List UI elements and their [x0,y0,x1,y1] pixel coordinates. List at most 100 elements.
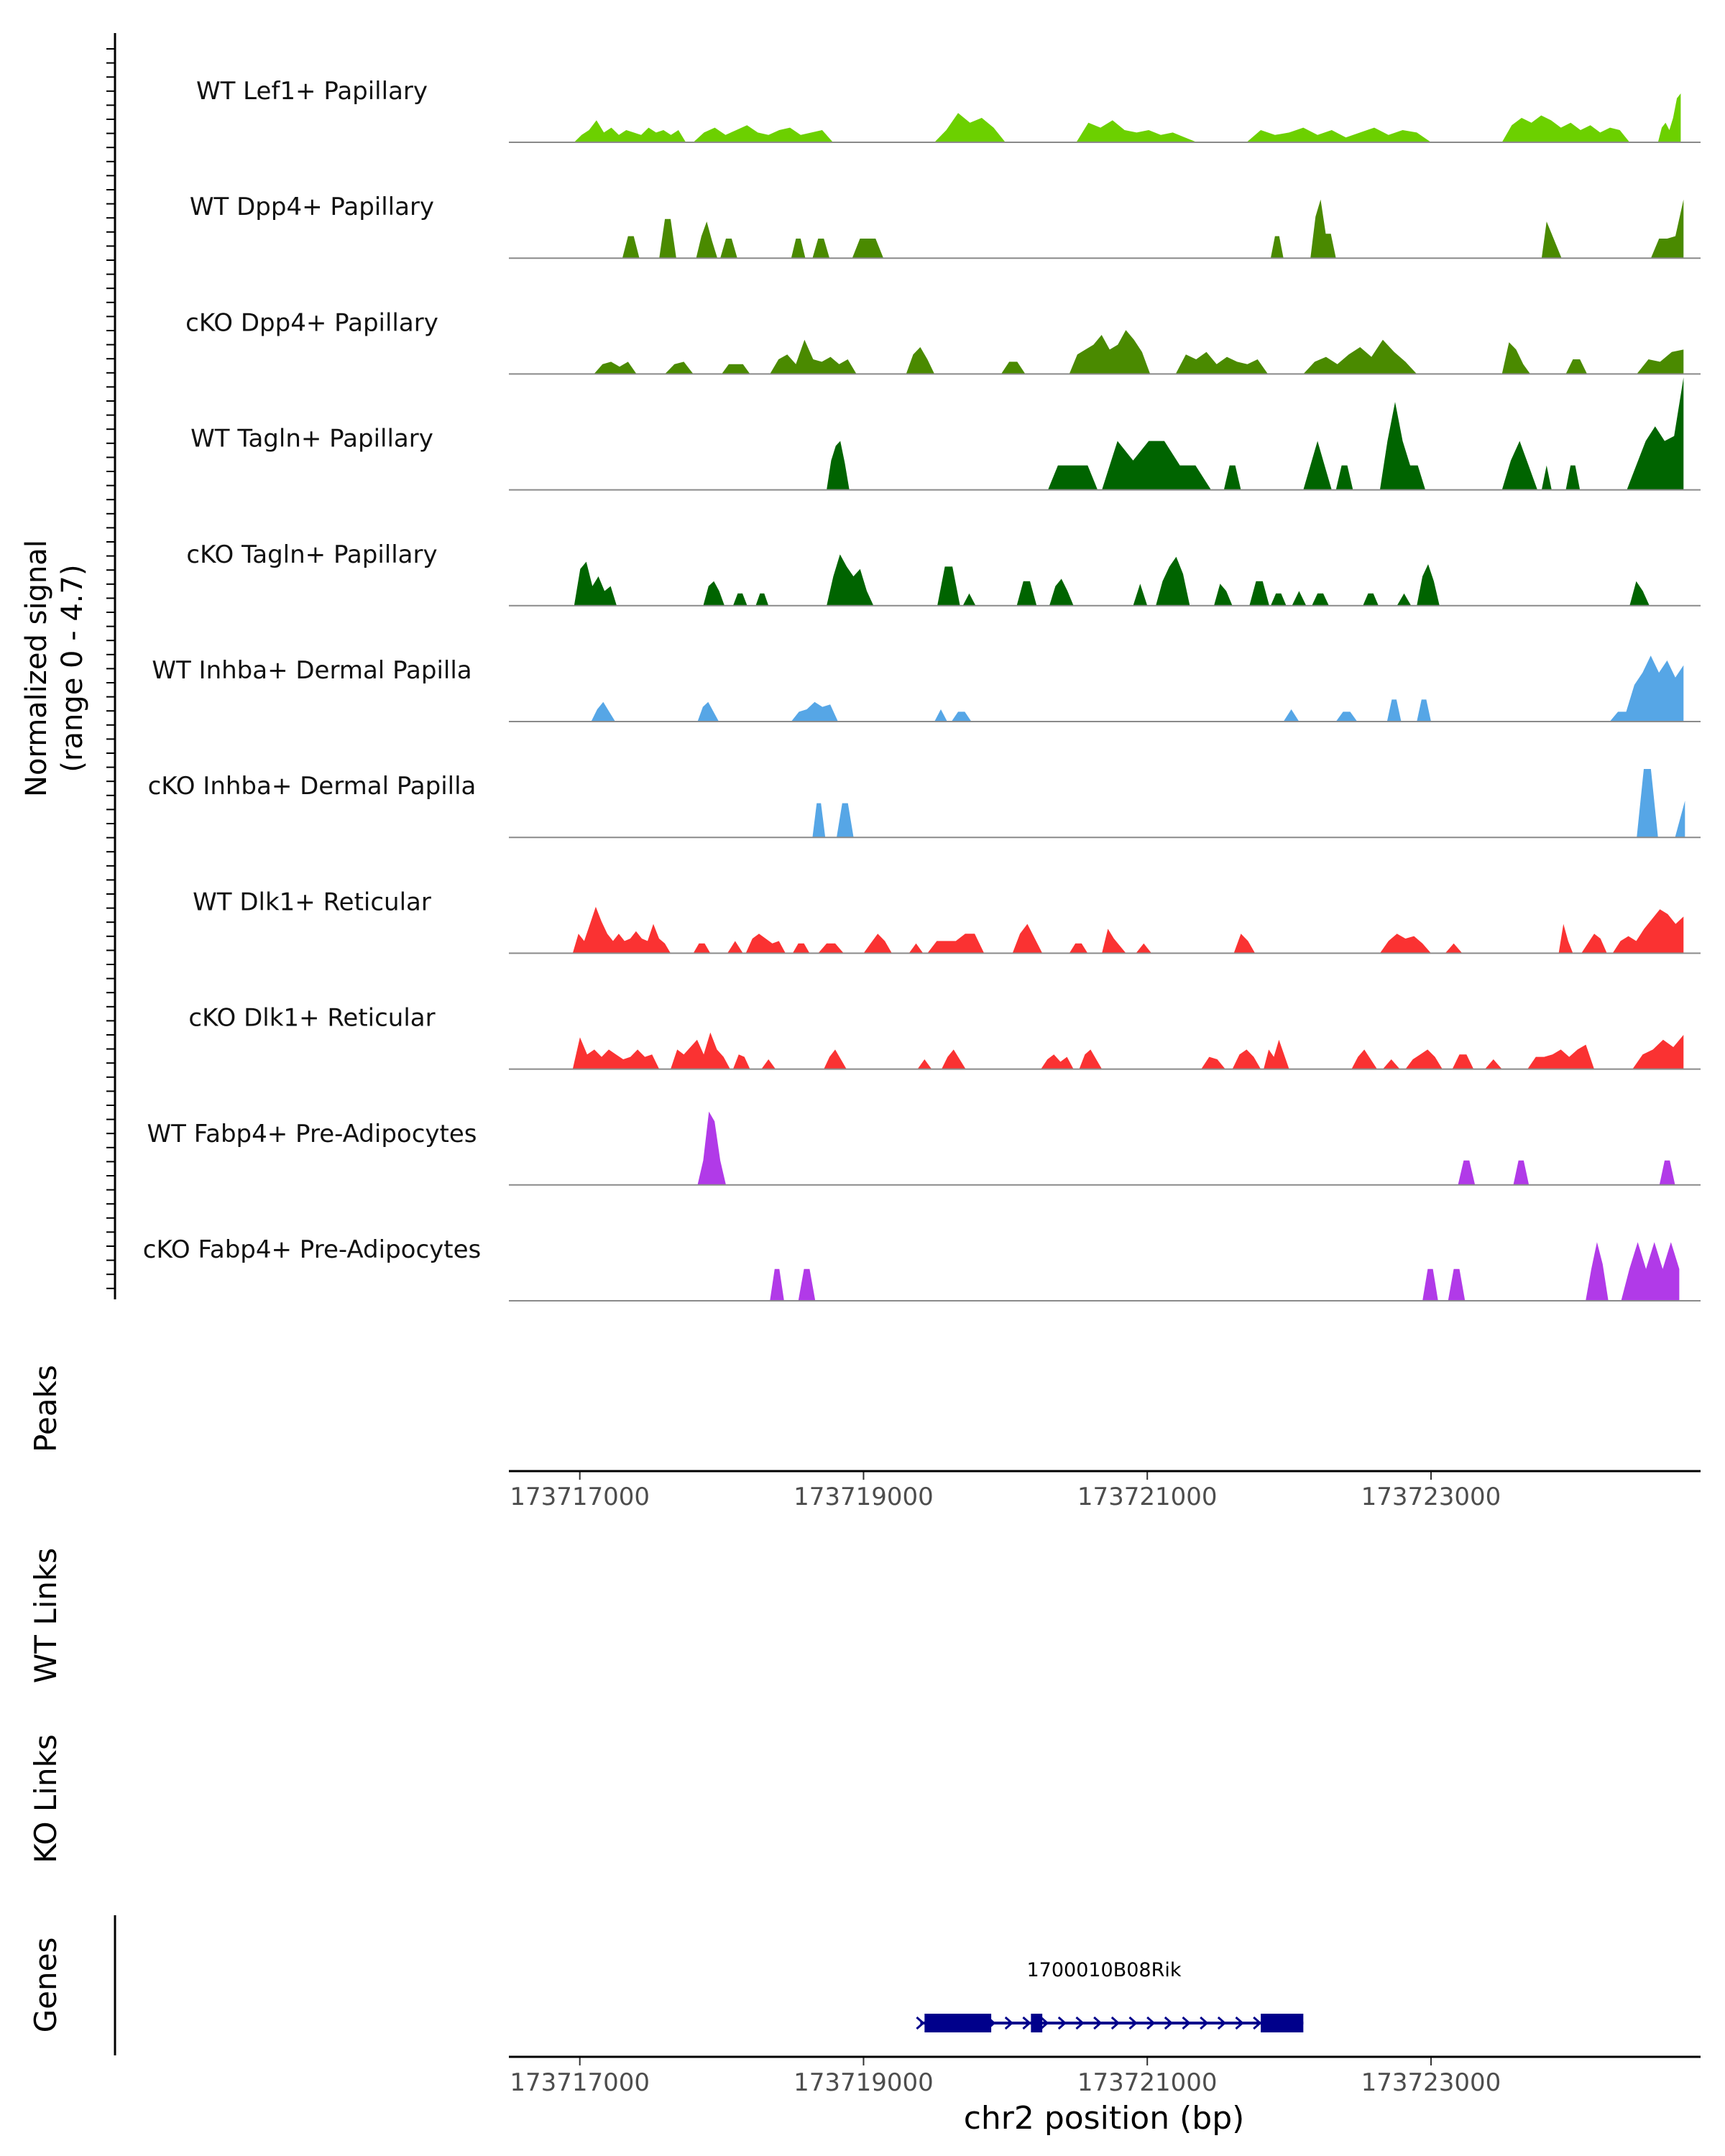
signal-peak [1012,923,1043,954]
track-labels: WT Lef1+ Papillary WT Dpp4+ Papillary cKO … [143,77,482,1264]
strand-arrow [916,2016,925,2030]
signal-y-axis [106,33,116,1299]
x-tick-label: 173719000 [794,2068,934,2097]
signal-peak [1041,1054,1074,1069]
signal-peak [1586,1242,1609,1301]
signal-peak [1637,349,1684,374]
signal-peak [1659,1160,1675,1185]
strand-arrow [1075,2016,1085,2030]
signal-peak [1558,923,1573,954]
signal-peak [1379,402,1426,490]
genes-track-label: Genes [28,1938,63,2033]
signal-peak [1397,593,1412,606]
signal-peak [1264,1039,1289,1069]
signal-peak [703,581,724,606]
signal-peak [1335,465,1353,490]
signal-peak [1102,929,1126,954]
track-label: WT Inhba+ Dermal Papilla [152,656,472,685]
signal-peak [1629,581,1650,606]
signal-peak [1386,699,1402,722]
strand-arrow [1253,2016,1262,2030]
signal-peak [1541,221,1562,259]
signal-peak [1541,465,1552,490]
signal-peak [1382,1059,1400,1069]
signal-peak [791,239,806,259]
signal-peak [1565,359,1588,374]
signal-peak [1363,593,1379,606]
signal-peak [745,934,786,954]
signal-peak [574,561,617,606]
signal-peak [824,1049,847,1069]
signal-peak [770,339,857,374]
signal-peak [697,701,719,722]
signal-peak [1069,330,1151,374]
signal-peak [572,1037,660,1069]
signal-peak [791,701,838,722]
track-label: WT Fabp4+ Pre-Adipocytes [147,1120,477,1148]
signal-peak [1657,93,1681,142]
strand-arrow [1217,2016,1227,2030]
signal-peak [572,906,671,954]
signal-peak [934,113,1006,142]
signal-peak [827,441,850,490]
track-label: WT Dpp4+ Papillary [190,193,434,221]
signal-peak [962,593,976,606]
signal-peak [671,1032,730,1069]
signal-peak [863,934,892,954]
x-axis-ticks: 173717000 173719000 173721000 173723000 1737… [510,1471,1501,2097]
signal-peak [1016,581,1037,606]
x-tick-label: 173723000 [1361,1483,1501,1511]
signal-peak [942,1049,966,1069]
signal-peak [1501,115,1630,142]
signal-peak [1527,1044,1594,1069]
signal-peak [1000,361,1026,374]
signal-peak [1270,593,1287,606]
signal-peak [732,593,748,606]
signal-peak [1049,579,1074,606]
signal-peak [1351,1049,1377,1069]
signal-axis-label-line2: (range 0 - 4.7) [56,564,89,772]
track-label: WT Tagln+ Papillary [190,425,433,453]
signal-peak [1201,1056,1225,1069]
signal-peak [1448,1268,1466,1301]
signal-peak [1283,709,1300,722]
strand-arrow [1164,2016,1174,2030]
strand-arrow [1093,2016,1103,2030]
signal-peak [1632,1035,1684,1069]
signal-peak [1501,342,1531,374]
wt-links-track-label: WT Links [28,1548,63,1683]
track-label: cKO Dpp4+ Papillary [185,308,438,337]
signal-peak [727,941,743,954]
strand-arrow [1235,2016,1244,2030]
signal-peak [1312,593,1329,606]
signal-peak [1637,769,1658,838]
x-tick-label: 173721000 [1077,2068,1218,2097]
signal-peak [934,709,947,722]
strand-arrow [1022,2016,1031,2030]
signal-peak [732,1054,750,1069]
signal-peak [696,221,718,259]
signal-peak [906,347,935,374]
x-tick-label: 173717000 [510,2068,650,2097]
signal-peak [770,1268,784,1301]
signal-peak [927,934,985,954]
strand-arrow [1040,2016,1049,2030]
gene-exon [924,2014,992,2032]
signal-peak [594,361,637,374]
signal-peak [1650,199,1684,259]
signal-peak [812,803,826,838]
signal-peak [1102,441,1211,490]
track-label: cKO Dlk1+ Reticular [188,1004,435,1033]
signal-peak [1249,581,1269,606]
signal-peak [755,593,769,606]
x-tick-label: 173717000 [510,1483,650,1511]
strand-arrow [1057,2016,1067,2030]
track-label: cKO Inhba+ Dermal Papilla [148,772,477,801]
signal-peak [1303,339,1417,374]
signal-peak [818,943,844,954]
x-tick-label: 173719000 [794,1483,934,1511]
signal-peak [1501,441,1537,490]
signal-peak [1485,1059,1502,1069]
signal-peak [792,943,810,954]
ko-links-track-label: KO Links [28,1734,63,1864]
